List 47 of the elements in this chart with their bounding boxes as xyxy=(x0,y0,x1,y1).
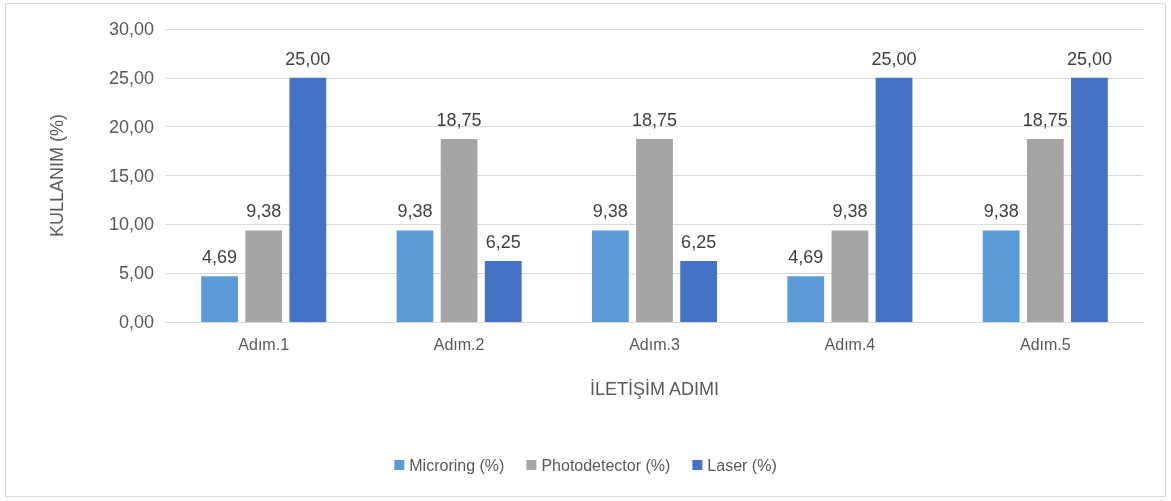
data-label: 9,38 xyxy=(592,201,628,222)
y-tick-label: 15,00 xyxy=(108,165,154,186)
bar xyxy=(636,138,673,322)
data-label: 18,75 xyxy=(436,109,482,130)
data-label: 18,75 xyxy=(631,109,678,130)
y-axis-title: KULLANIM (%) xyxy=(47,113,67,238)
x-tick-label: Adım.5 xyxy=(1019,335,1071,353)
data-label: 9,38 xyxy=(983,201,1019,222)
y-tick-label: 25,00 xyxy=(108,67,154,88)
bar xyxy=(680,260,718,322)
bar xyxy=(787,276,825,322)
bar xyxy=(875,77,913,322)
data-label: 25,00 xyxy=(871,48,917,69)
bar xyxy=(831,230,869,322)
data-label: 6,25 xyxy=(681,231,717,252)
x-tick-label: Adım.4 xyxy=(824,335,876,353)
data-label: 18,75 xyxy=(1022,109,1068,130)
x-axis-title: İLETİŞİM ADIMI xyxy=(589,379,720,399)
bar xyxy=(1071,77,1108,322)
legend-label: Microring (%) xyxy=(409,456,505,474)
data-label: 9,38 xyxy=(832,201,868,222)
data-label: 9,38 xyxy=(397,201,433,222)
legend-label: Photodetector (%) xyxy=(541,456,671,474)
data-label: 6,25 xyxy=(485,231,521,252)
y-tick-label: 5,00 xyxy=(118,263,154,284)
data-label: 9,38 xyxy=(246,201,282,222)
x-tick-label: Adım.3 xyxy=(629,335,680,353)
data-label: 25,00 xyxy=(285,48,331,69)
data-label: 25,00 xyxy=(1066,48,1112,69)
bar xyxy=(982,230,1020,322)
legend-label: Laser (%) xyxy=(707,456,777,474)
bar xyxy=(440,138,478,322)
bar xyxy=(484,260,522,322)
bar xyxy=(591,230,629,322)
bar xyxy=(201,276,238,322)
y-tick-label: 30,00 xyxy=(108,19,154,39)
x-tick-label: Adım.2 xyxy=(433,335,485,353)
bar xyxy=(289,77,327,322)
x-tick-label: Adım.1 xyxy=(238,335,290,353)
y-tick-label: 20,00 xyxy=(108,116,154,137)
bar xyxy=(1026,138,1064,322)
data-label: 4,69 xyxy=(788,247,824,268)
bar xyxy=(396,230,434,322)
bar xyxy=(245,230,283,322)
data-label: 4,69 xyxy=(202,247,238,268)
y-tick-label: 10,00 xyxy=(108,214,154,235)
y-tick-label: 0,00 xyxy=(118,312,154,332)
